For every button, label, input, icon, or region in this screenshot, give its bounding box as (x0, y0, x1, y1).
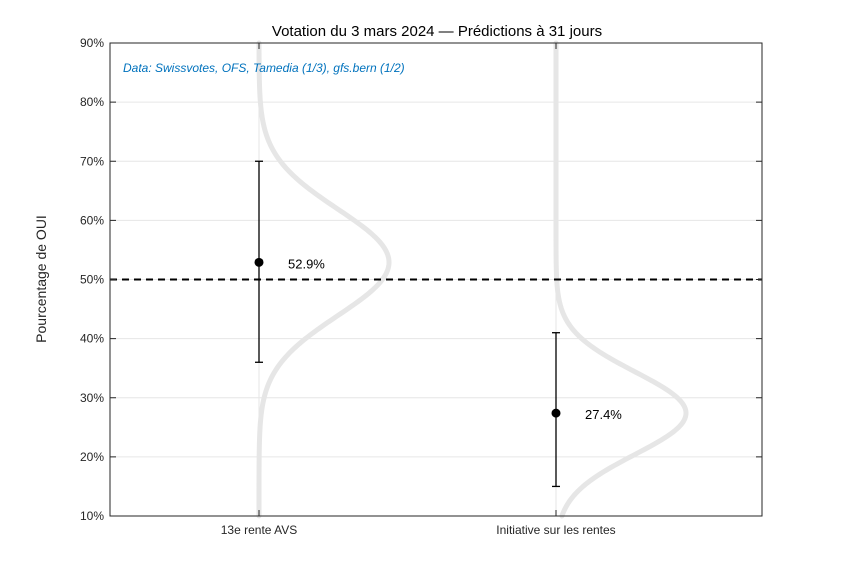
point-label: 52.9% (288, 256, 325, 271)
y-axis-ticks: 10% 20% 30% 40% 50% 60% 70% 80% 90% (80, 36, 762, 523)
data-point (551, 408, 561, 418)
y-tick-label: 90% (80, 36, 104, 50)
point-label: 27.4% (585, 407, 622, 422)
x-tick-label: Initiative sur les rentes (496, 523, 615, 537)
y-tick-label: 80% (80, 95, 104, 109)
distribution-curve (256, 40, 392, 519)
y-tick-label: 10% (80, 509, 104, 523)
data-marks: 52.9% 27.4% (254, 160, 622, 488)
y-tick-label: 50% (80, 273, 104, 287)
y-tick-label: 40% (80, 332, 104, 346)
y-axis-label: Pourcentage de OUI (33, 215, 49, 343)
y-tick-label: 20% (80, 450, 104, 464)
source-note: Data: Swissvotes, OFS, Tamedia (1/3), gf… (123, 61, 405, 75)
y-tick-label: 30% (80, 391, 104, 405)
chart-title: Votation du 3 mars 2024 — Prédictions à … (272, 23, 602, 40)
data-point (254, 257, 264, 267)
x-tick-label: 13e rente AVS (221, 523, 298, 537)
y-tick-label: 60% (80, 213, 104, 227)
y-tick-label: 70% (80, 154, 104, 168)
x-axis-ticks: 13e rente AVS Initiative sur les rentes (221, 43, 616, 537)
